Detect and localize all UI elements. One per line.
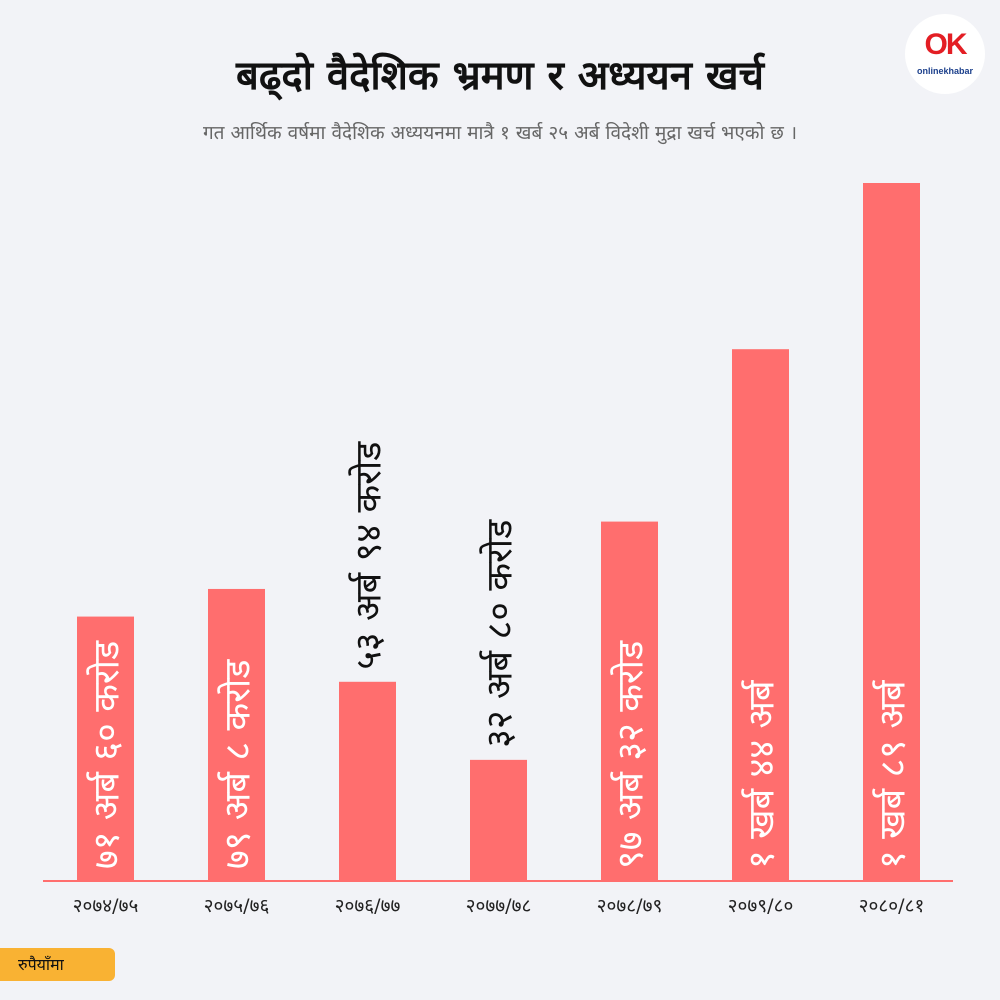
bar-4 [470,759,527,881]
bar-2 [208,588,265,881]
value-label-2: ७९ अर्ब ८ करोड [217,659,259,869]
bar-3 [339,681,396,881]
bar-7 [863,183,920,881]
value-labels-group: ७१ अर्ब ६० करोड ७९ अर्ब ८ करोड ५३ अर्ब ९४ … [86,441,914,869]
x-tick-label-1: २०७४/७५ [73,895,139,917]
bar-5 [601,521,658,881]
x-tick-label-7: २०८०/८१ [859,895,925,917]
bar-6 [732,349,789,881]
x-tick-labels-group: २०७४/७५ २०७५/७६ २०७६/७७ २०७७/७८ २०७८/७९ २०७९/… [73,895,925,917]
unit-badge: रुपैयाँमा [0,948,115,981]
page-subtitle: गत आर्थिक वर्षमा वैदेशिक अध्ययनमा मात्रै… [202,122,798,144]
bars-group [77,183,920,881]
x-tick-label-5: २०७८/७९ [597,895,663,917]
x-tick-label-3: २०७६/७७ [335,895,401,917]
value-label-4: ३२ अर्ब ८० करोड [479,519,521,748]
x-tick-label-6: २०७९/८० [728,895,794,917]
logo-text: onlinekhabar [916,66,973,76]
x-tick-label-4: २०७७/७८ [466,895,532,917]
value-label-3: ५३ अर्ब ९४ करोड [348,441,390,670]
value-label-6: १ खर्ब ४४ अर्ब [741,679,783,869]
onlinekhabar-logo[interactable]: OK onlinekhabar [905,14,985,94]
page-title: बढ्दो वैदेशिक भ्रमण र अध्ययन खर्च [236,53,764,99]
logo-mark: OK [924,28,968,61]
x-tick-label-2: २०७५/७६ [204,895,270,917]
value-label-7: १ खर्ब ८९ अर्ब [872,679,914,869]
bar-1 [77,616,134,881]
value-label-1: ७१ अर्ब ६० करोड [86,640,128,869]
value-label-5: ९७ अर्ब ३२ करोड [610,640,652,869]
